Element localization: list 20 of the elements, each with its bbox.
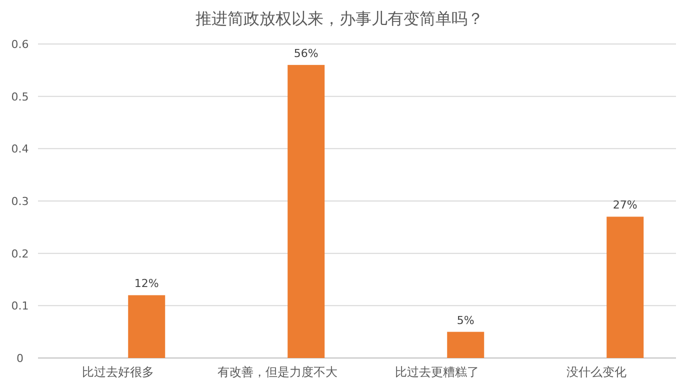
x-tick-label: 没什么变化: [566, 365, 626, 379]
x-tick-label: 有改善，但是力度不大: [217, 365, 338, 379]
data-label: 12%: [134, 277, 159, 290]
y-tick-label: 0.4: [11, 142, 29, 156]
y-tick-label: 0.3: [11, 195, 29, 208]
bar: [447, 332, 484, 358]
data-label: 5%: [456, 314, 474, 327]
bar: [606, 216, 644, 358]
data-label: 27%: [612, 198, 638, 212]
y-tick-label: 0.5: [11, 90, 29, 104]
y-tick-label: 0.1: [11, 300, 29, 313]
y-tick-label: 0.6: [11, 38, 29, 51]
chart-title: 推进简政放权以来，办事儿有变简单吗？: [196, 9, 484, 28]
y-tick-label: 0.2: [11, 247, 29, 260]
y-tick-label: 0: [16, 352, 24, 365]
x-tick-label: 比过去好很多: [82, 365, 154, 379]
bar: [128, 295, 166, 358]
x-tick-label: 比过去更糟糕了: [394, 365, 479, 379]
data-label: 56%: [294, 46, 318, 60]
bar: [288, 64, 325, 358]
